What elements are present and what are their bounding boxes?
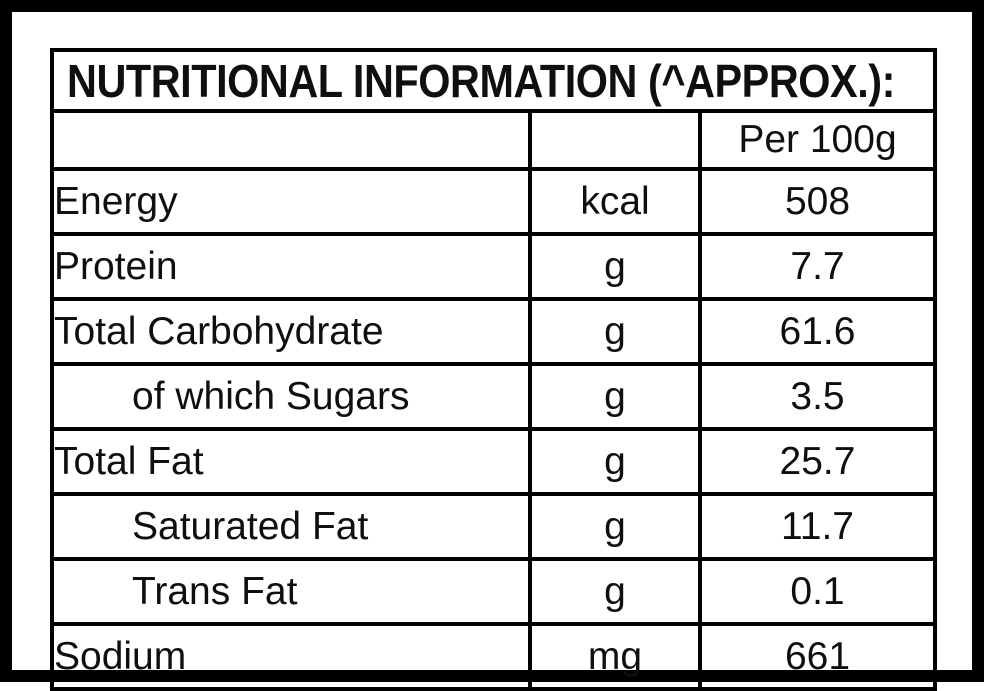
nutrient-label: Total Carbohydrate — [50, 297, 532, 366]
table-row-sodium: Sodium mg 661 — [50, 622, 937, 691]
header-nutrient-cell — [50, 109, 532, 171]
nutrient-value: 61.6 — [698, 297, 937, 366]
nutrition-facts-table: NUTRITIONAL INFORMATION (^APPROX.): Per … — [50, 48, 937, 691]
header-per-100g: Per 100g — [698, 109, 937, 171]
table-row-of-which-sugars: of which Sugars g 3.5 — [50, 362, 937, 431]
nutrient-unit: mg — [528, 622, 702, 691]
header-unit-cell — [528, 109, 702, 171]
nutrient-value: 7.7 — [698, 232, 937, 301]
table-row-total-fat: Total Fat g 25.7 — [50, 427, 937, 496]
table-title: NUTRITIONAL INFORMATION (^APPROX.): — [67, 54, 895, 107]
nutrient-label: Total Fat — [50, 427, 532, 496]
table-row-trans-fat: Trans Fat g 0.1 — [50, 557, 937, 626]
nutrient-label: Energy — [50, 167, 532, 236]
nutrient-label: Saturated Fat — [50, 492, 532, 561]
nutrient-value: 0.1 — [698, 557, 937, 626]
nutrient-value: 25.7 — [698, 427, 937, 496]
nutrient-unit: kcal — [528, 167, 702, 236]
nutrient-value: 508 — [698, 167, 937, 236]
nutrient-unit: g — [528, 297, 702, 366]
nutrient-unit: g — [528, 427, 702, 496]
nutrient-label: of which Sugars — [50, 362, 532, 431]
table-row-energy: Energy kcal 508 — [50, 167, 937, 236]
table-row-protein: Protein g 7.7 — [50, 232, 937, 301]
nutrient-unit: g — [528, 557, 702, 626]
nutrient-value: 3.5 — [698, 362, 937, 431]
nutrient-label: Sodium — [50, 622, 532, 691]
table-row-total-carbohydrate: Total Carbohydrate g 61.6 — [50, 297, 937, 366]
nutrient-label: Protein — [50, 232, 532, 301]
nutrient-value: 661 — [698, 622, 937, 691]
table-title-cell: NUTRITIONAL INFORMATION (^APPROX.): — [50, 48, 937, 113]
table-row-saturated-fat: Saturated Fat g 11.7 — [50, 492, 937, 561]
nutrient-unit: g — [528, 362, 702, 431]
nutrient-unit: g — [528, 232, 702, 301]
nutrient-unit: g — [528, 492, 702, 561]
nutrient-value: 11.7 — [698, 492, 937, 561]
table-header-row: Per 100g — [50, 109, 937, 171]
table-title-row: NUTRITIONAL INFORMATION (^APPROX.): — [50, 48, 937, 113]
nutrient-label: Trans Fat — [50, 557, 532, 626]
